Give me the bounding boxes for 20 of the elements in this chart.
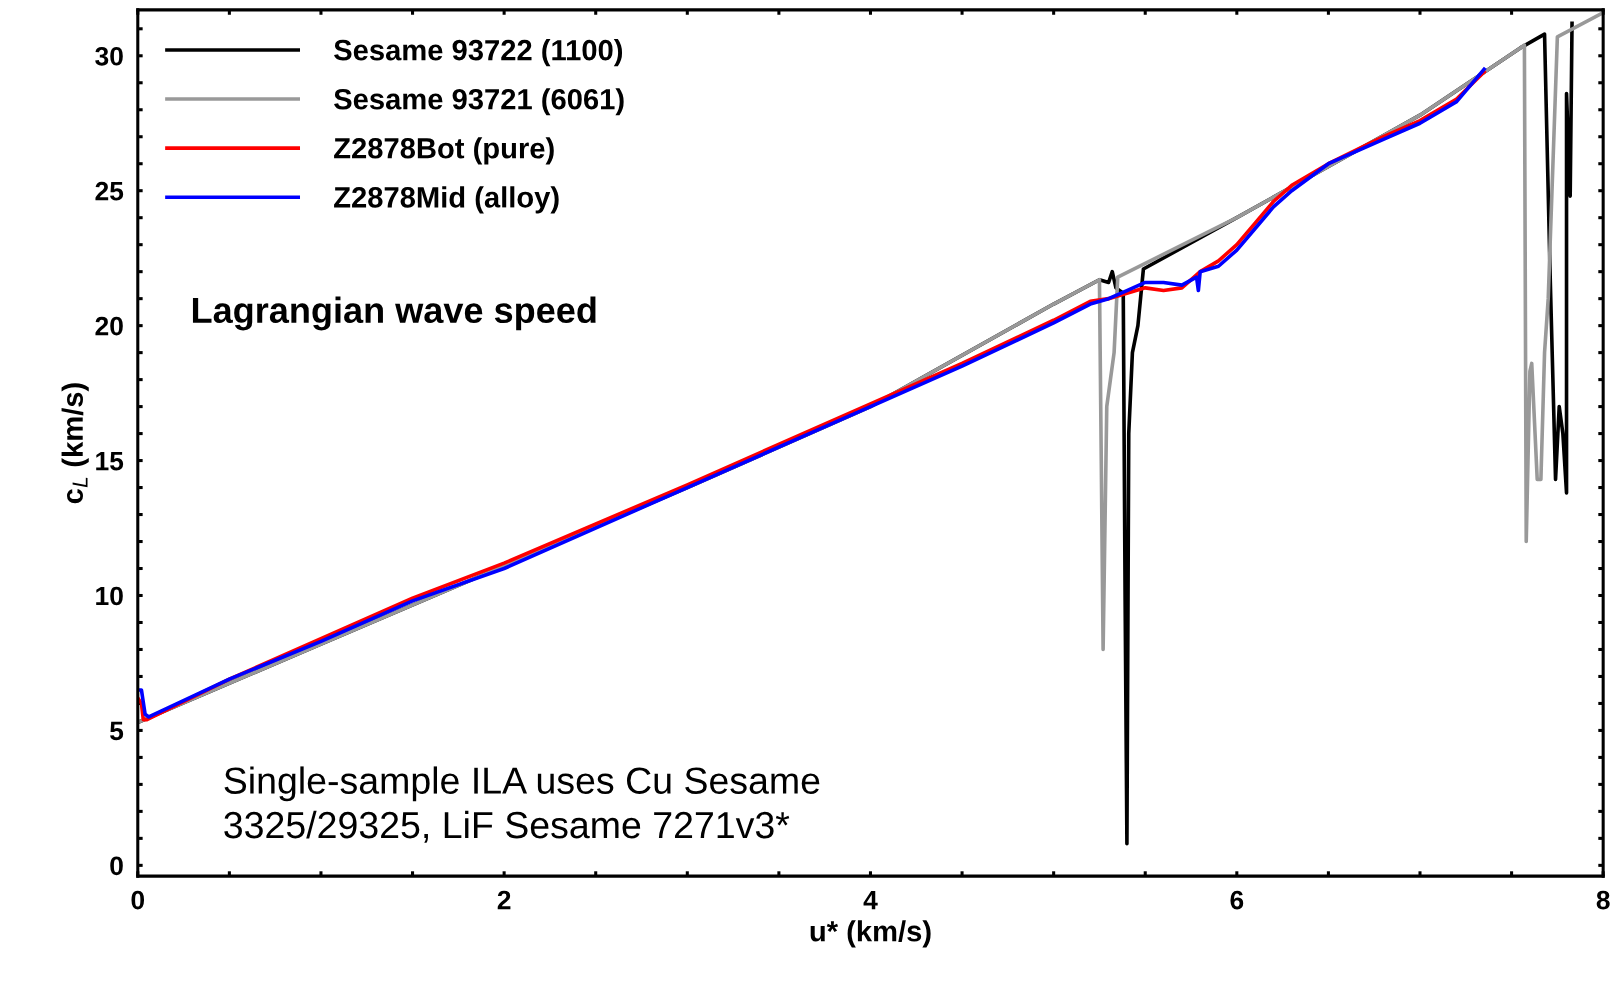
y-tick-label: 0 [110, 856, 123, 876]
x-tick-label: 2 [497, 890, 511, 910]
x-tick-label: 6 [1230, 890, 1244, 910]
y-tick-label: 20 [95, 316, 123, 336]
x-tick-label: 0 [131, 890, 145, 910]
annotation: Lagrangian wave speed [192, 296, 596, 331]
y-tick-label: 15 [96, 451, 124, 471]
legend-label: Sesame 93722 (1100) [334, 39, 623, 67]
x-tick-label: 8 [1596, 890, 1610, 910]
x-tick-label: 4 [863, 891, 878, 910]
legend-label: Z2878Bot (pure) [334, 137, 554, 165]
legend-label: Z2878Mid (alloy) [334, 186, 559, 214]
legend-label: Sesame 93721 (6061) [334, 88, 624, 116]
y-tick-label: 30 [95, 46, 123, 66]
annotation: Single-sample ILA uses Cu Sesame 3325/29325, LiF Sesame 7271v3* [224, 766, 820, 843]
y-tick-label: 5 [110, 721, 124, 741]
x-axis-title: u* (km/s) [810, 920, 931, 948]
y-tick-label: 25 [95, 181, 124, 201]
y-tick-label: 10 [96, 586, 123, 606]
y-axis-title: c$_{L}$ (km/s) [61, 383, 89, 504]
